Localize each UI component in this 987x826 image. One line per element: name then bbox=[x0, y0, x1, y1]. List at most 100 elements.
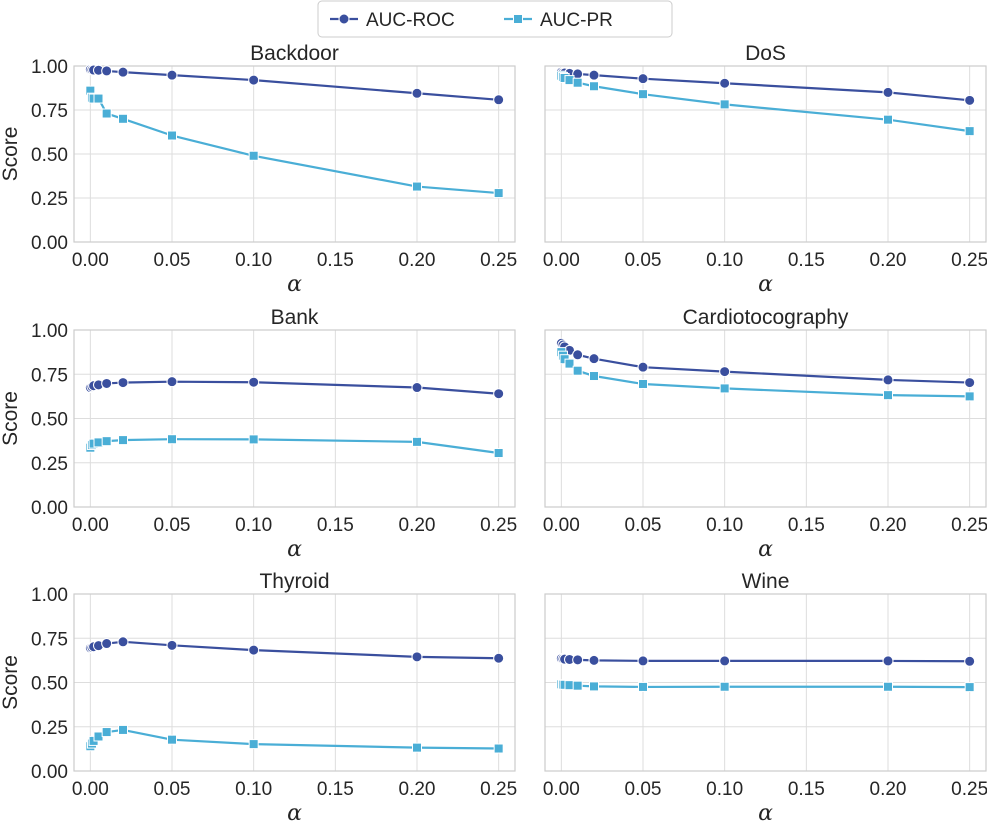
data-point bbox=[412, 742, 422, 753]
x-tick-label: 0.05 bbox=[625, 779, 662, 800]
data-point bbox=[117, 66, 129, 78]
series-auc-pr bbox=[556, 70, 975, 137]
grid bbox=[74, 329, 515, 508]
data-point bbox=[883, 114, 893, 125]
data-point bbox=[719, 383, 730, 394]
x-tick-label: 0.10 bbox=[706, 250, 743, 271]
x-tick-label: 0.20 bbox=[399, 779, 436, 800]
data-point bbox=[93, 731, 104, 742]
data-point bbox=[588, 654, 600, 666]
data-point bbox=[572, 680, 583, 691]
data-point bbox=[166, 376, 178, 388]
data-point bbox=[101, 727, 112, 738]
panels: Backdoor 0.00 0.05 0.10 0.15 0.20 0.25 α 0.00 0.2… bbox=[0, 42, 987, 826]
panel-cardiotocography: Cardiotocography 0.00 0.05 0.10 0.15 0.20 0.25… bbox=[543, 306, 987, 562]
y-tick-label: 1.00 bbox=[31, 57, 68, 78]
panel-title: Bank bbox=[271, 306, 319, 329]
data-point bbox=[719, 681, 730, 692]
x-tick-label: 0.15 bbox=[788, 779, 825, 800]
data-point bbox=[167, 434, 177, 445]
x-tick-label: 0.20 bbox=[399, 515, 436, 536]
panel-title: Wine bbox=[742, 570, 790, 593]
y-tick-label: 0.50 bbox=[31, 410, 68, 431]
series-line bbox=[561, 657, 970, 663]
data-point bbox=[572, 654, 584, 666]
x-tick-label: 0.05 bbox=[154, 250, 191, 271]
series-auc-pr bbox=[85, 724, 504, 754]
y-tick-label: 0.50 bbox=[31, 674, 68, 695]
legend-label: AUC-ROC bbox=[366, 10, 455, 31]
series-auc-pr bbox=[556, 679, 975, 693]
data-point bbox=[411, 87, 423, 99]
legend-entry-auc-pr: AUC-PR bbox=[504, 10, 613, 31]
x-tick-label: 0.10 bbox=[235, 250, 272, 271]
data-point bbox=[637, 655, 649, 667]
x-tick-label: 0.00 bbox=[72, 515, 109, 536]
legend-marker bbox=[338, 13, 350, 25]
x-tick-label: 0.10 bbox=[235, 515, 272, 536]
x-tick-label: 0.00 bbox=[543, 250, 580, 271]
data-point bbox=[637, 73, 649, 85]
grid bbox=[545, 329, 986, 508]
y-tick-label: 0.75 bbox=[31, 365, 68, 386]
panel-wine: Wine 0.00 0.05 0.10 0.15 0.20 0.25 α bbox=[543, 570, 987, 826]
series-line bbox=[560, 71, 970, 102]
x-tick-label: 0.15 bbox=[317, 515, 354, 536]
x-tick-label: 0.10 bbox=[706, 779, 743, 800]
grid bbox=[545, 65, 986, 243]
series-line bbox=[560, 74, 970, 133]
panel-backdoor: Backdoor 0.00 0.05 0.10 0.15 0.20 0.25 α 0.00 0.2… bbox=[0, 42, 517, 297]
x-tick-label: 0.25 bbox=[951, 515, 987, 536]
x-tick-label: 0.10 bbox=[706, 515, 743, 536]
panel-thyroid: Thyroid 0.00 0.05 0.10 0.15 0.20 0.25 α 0.00 0.25… bbox=[0, 570, 517, 826]
x-tick-label: 0.05 bbox=[625, 250, 662, 271]
panel-dos: DoS 0.00 0.05 0.10 0.15 0.20 0.25 α bbox=[543, 42, 987, 297]
y-tick-label: 0.75 bbox=[31, 101, 68, 122]
x-tick-label: 0.15 bbox=[317, 779, 354, 800]
data-point bbox=[638, 681, 648, 692]
data-point bbox=[248, 739, 259, 750]
data-point bbox=[882, 86, 894, 98]
series-auc-roc bbox=[84, 636, 505, 664]
series-line bbox=[89, 640, 499, 660]
plot-frame bbox=[544, 65, 987, 243]
data-point bbox=[101, 377, 113, 389]
y-axis-label: Score bbox=[0, 655, 22, 710]
x-tick-label: 0.25 bbox=[480, 250, 517, 271]
y-tick-label: 0.25 bbox=[31, 189, 68, 210]
x-axis-label: α bbox=[287, 537, 302, 562]
data-point bbox=[493, 743, 504, 754]
data-point bbox=[883, 681, 893, 692]
data-point bbox=[117, 377, 129, 389]
panel-title: Cardiotocography bbox=[683, 306, 849, 329]
series-line bbox=[89, 90, 499, 195]
data-point bbox=[118, 435, 128, 446]
y-axis-label: Score bbox=[0, 127, 22, 182]
y-axis-label: Score bbox=[0, 391, 22, 446]
panel-title: DoS bbox=[745, 42, 786, 65]
data-point bbox=[882, 374, 894, 386]
data-point bbox=[964, 391, 975, 402]
x-tick-label: 0.20 bbox=[870, 515, 907, 536]
data-point bbox=[493, 94, 505, 106]
x-tick-label: 0.15 bbox=[788, 515, 825, 536]
plot-frame bbox=[73, 65, 516, 243]
data-point bbox=[719, 99, 730, 110]
grid bbox=[545, 593, 986, 772]
data-point bbox=[493, 652, 505, 664]
y-tick-label: 0.00 bbox=[31, 762, 68, 783]
data-point bbox=[117, 636, 129, 648]
data-point bbox=[167, 130, 177, 141]
data-point bbox=[493, 448, 504, 459]
plot-frame bbox=[73, 329, 516, 508]
x-tick-label: 0.25 bbox=[480, 515, 517, 536]
data-point bbox=[101, 436, 112, 447]
data-point bbox=[589, 371, 599, 382]
data-point bbox=[564, 680, 575, 691]
x-tick-label: 0.00 bbox=[543, 779, 580, 800]
data-point bbox=[118, 724, 128, 735]
series-line bbox=[561, 683, 970, 689]
data-point bbox=[101, 638, 113, 650]
series-auc-pr bbox=[556, 347, 975, 402]
x-tick-label: 0.20 bbox=[399, 250, 436, 271]
